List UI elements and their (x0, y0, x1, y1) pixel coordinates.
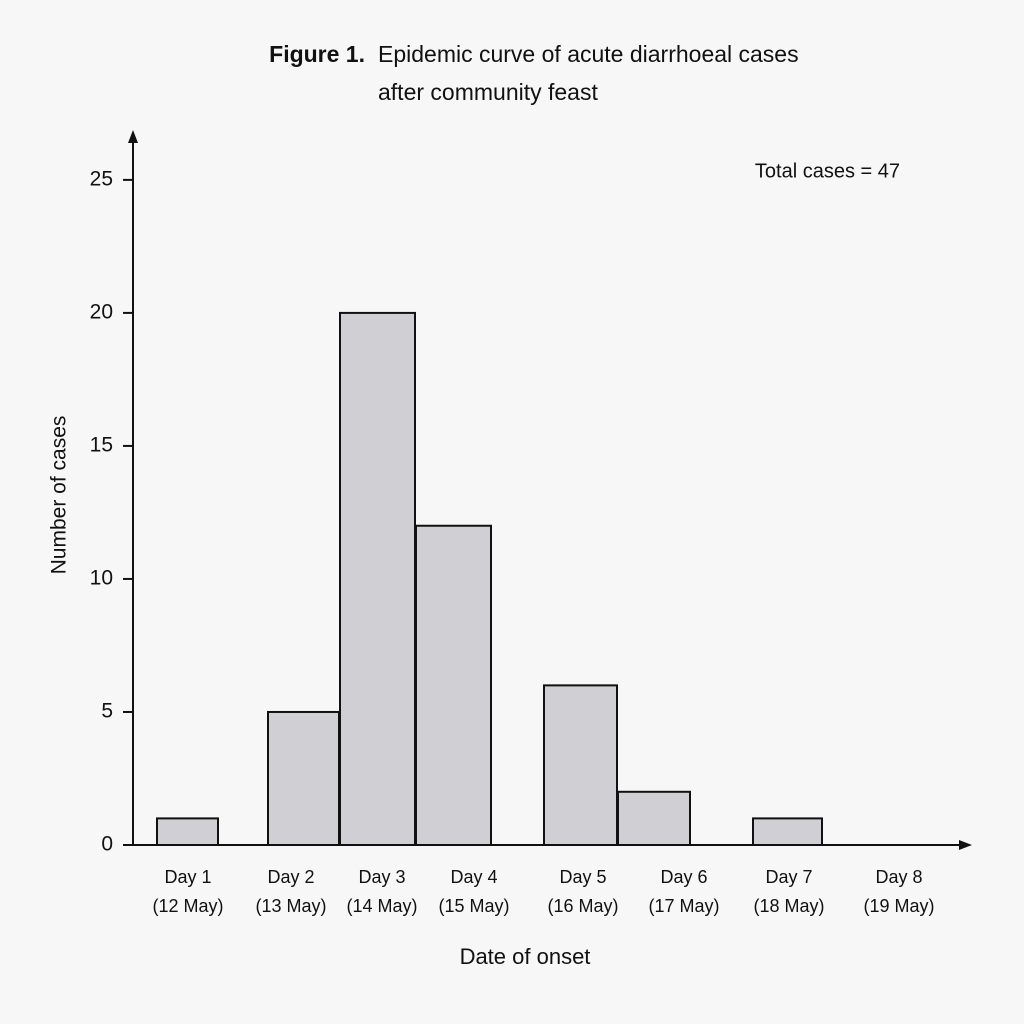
x-tick-label: (12 May) (152, 896, 223, 916)
x-tick-label: Day 8 (875, 867, 922, 887)
bar (415, 524, 492, 846)
y-tick-label: 5 (101, 700, 113, 723)
bar (156, 817, 219, 846)
y-tick-label: 20 (90, 300, 113, 323)
chart-title: after community feast (378, 79, 598, 105)
x-tick-label: Day 1 (164, 867, 211, 887)
x-axis-label: Date of onset (460, 944, 591, 969)
x-tick-label: (13 May) (255, 896, 326, 916)
bar (752, 817, 823, 846)
x-tick-label: Day 5 (559, 867, 606, 887)
y-tick-label: 15 (90, 433, 113, 456)
x-tick-label: Day 7 (765, 867, 812, 887)
x-tick-label: (19 May) (863, 896, 934, 916)
bar (267, 710, 340, 846)
x-tick-label: (15 May) (438, 896, 509, 916)
y-tick-label: 10 (90, 567, 113, 590)
x-tick-label: Day 3 (358, 867, 405, 887)
bar (617, 790, 691, 846)
y-tick-label: 25 (90, 167, 113, 190)
y-axis-label: Number of cases (48, 416, 71, 575)
x-tick-label: Day 6 (660, 867, 707, 887)
bar (543, 684, 618, 846)
annotation: Total cases = 47 (755, 160, 900, 182)
x-tick-label: (18 May) (753, 896, 824, 916)
chart-title: Epidemic curve of acute diarrhoeal cases (378, 41, 799, 67)
y-axis-arrow (128, 130, 138, 143)
x-tick-label: (17 May) (648, 896, 719, 916)
x-axis-arrow (959, 840, 972, 850)
figure-label: Figure 1. (269, 41, 365, 67)
x-tick-label: (14 May) (346, 896, 417, 916)
x-tick-label: (16 May) (547, 896, 618, 916)
bar (339, 311, 416, 846)
x-tick-label: Day 4 (450, 867, 497, 887)
x-tick-label: Day 2 (267, 867, 314, 887)
y-tick-label: 0 (101, 833, 113, 856)
